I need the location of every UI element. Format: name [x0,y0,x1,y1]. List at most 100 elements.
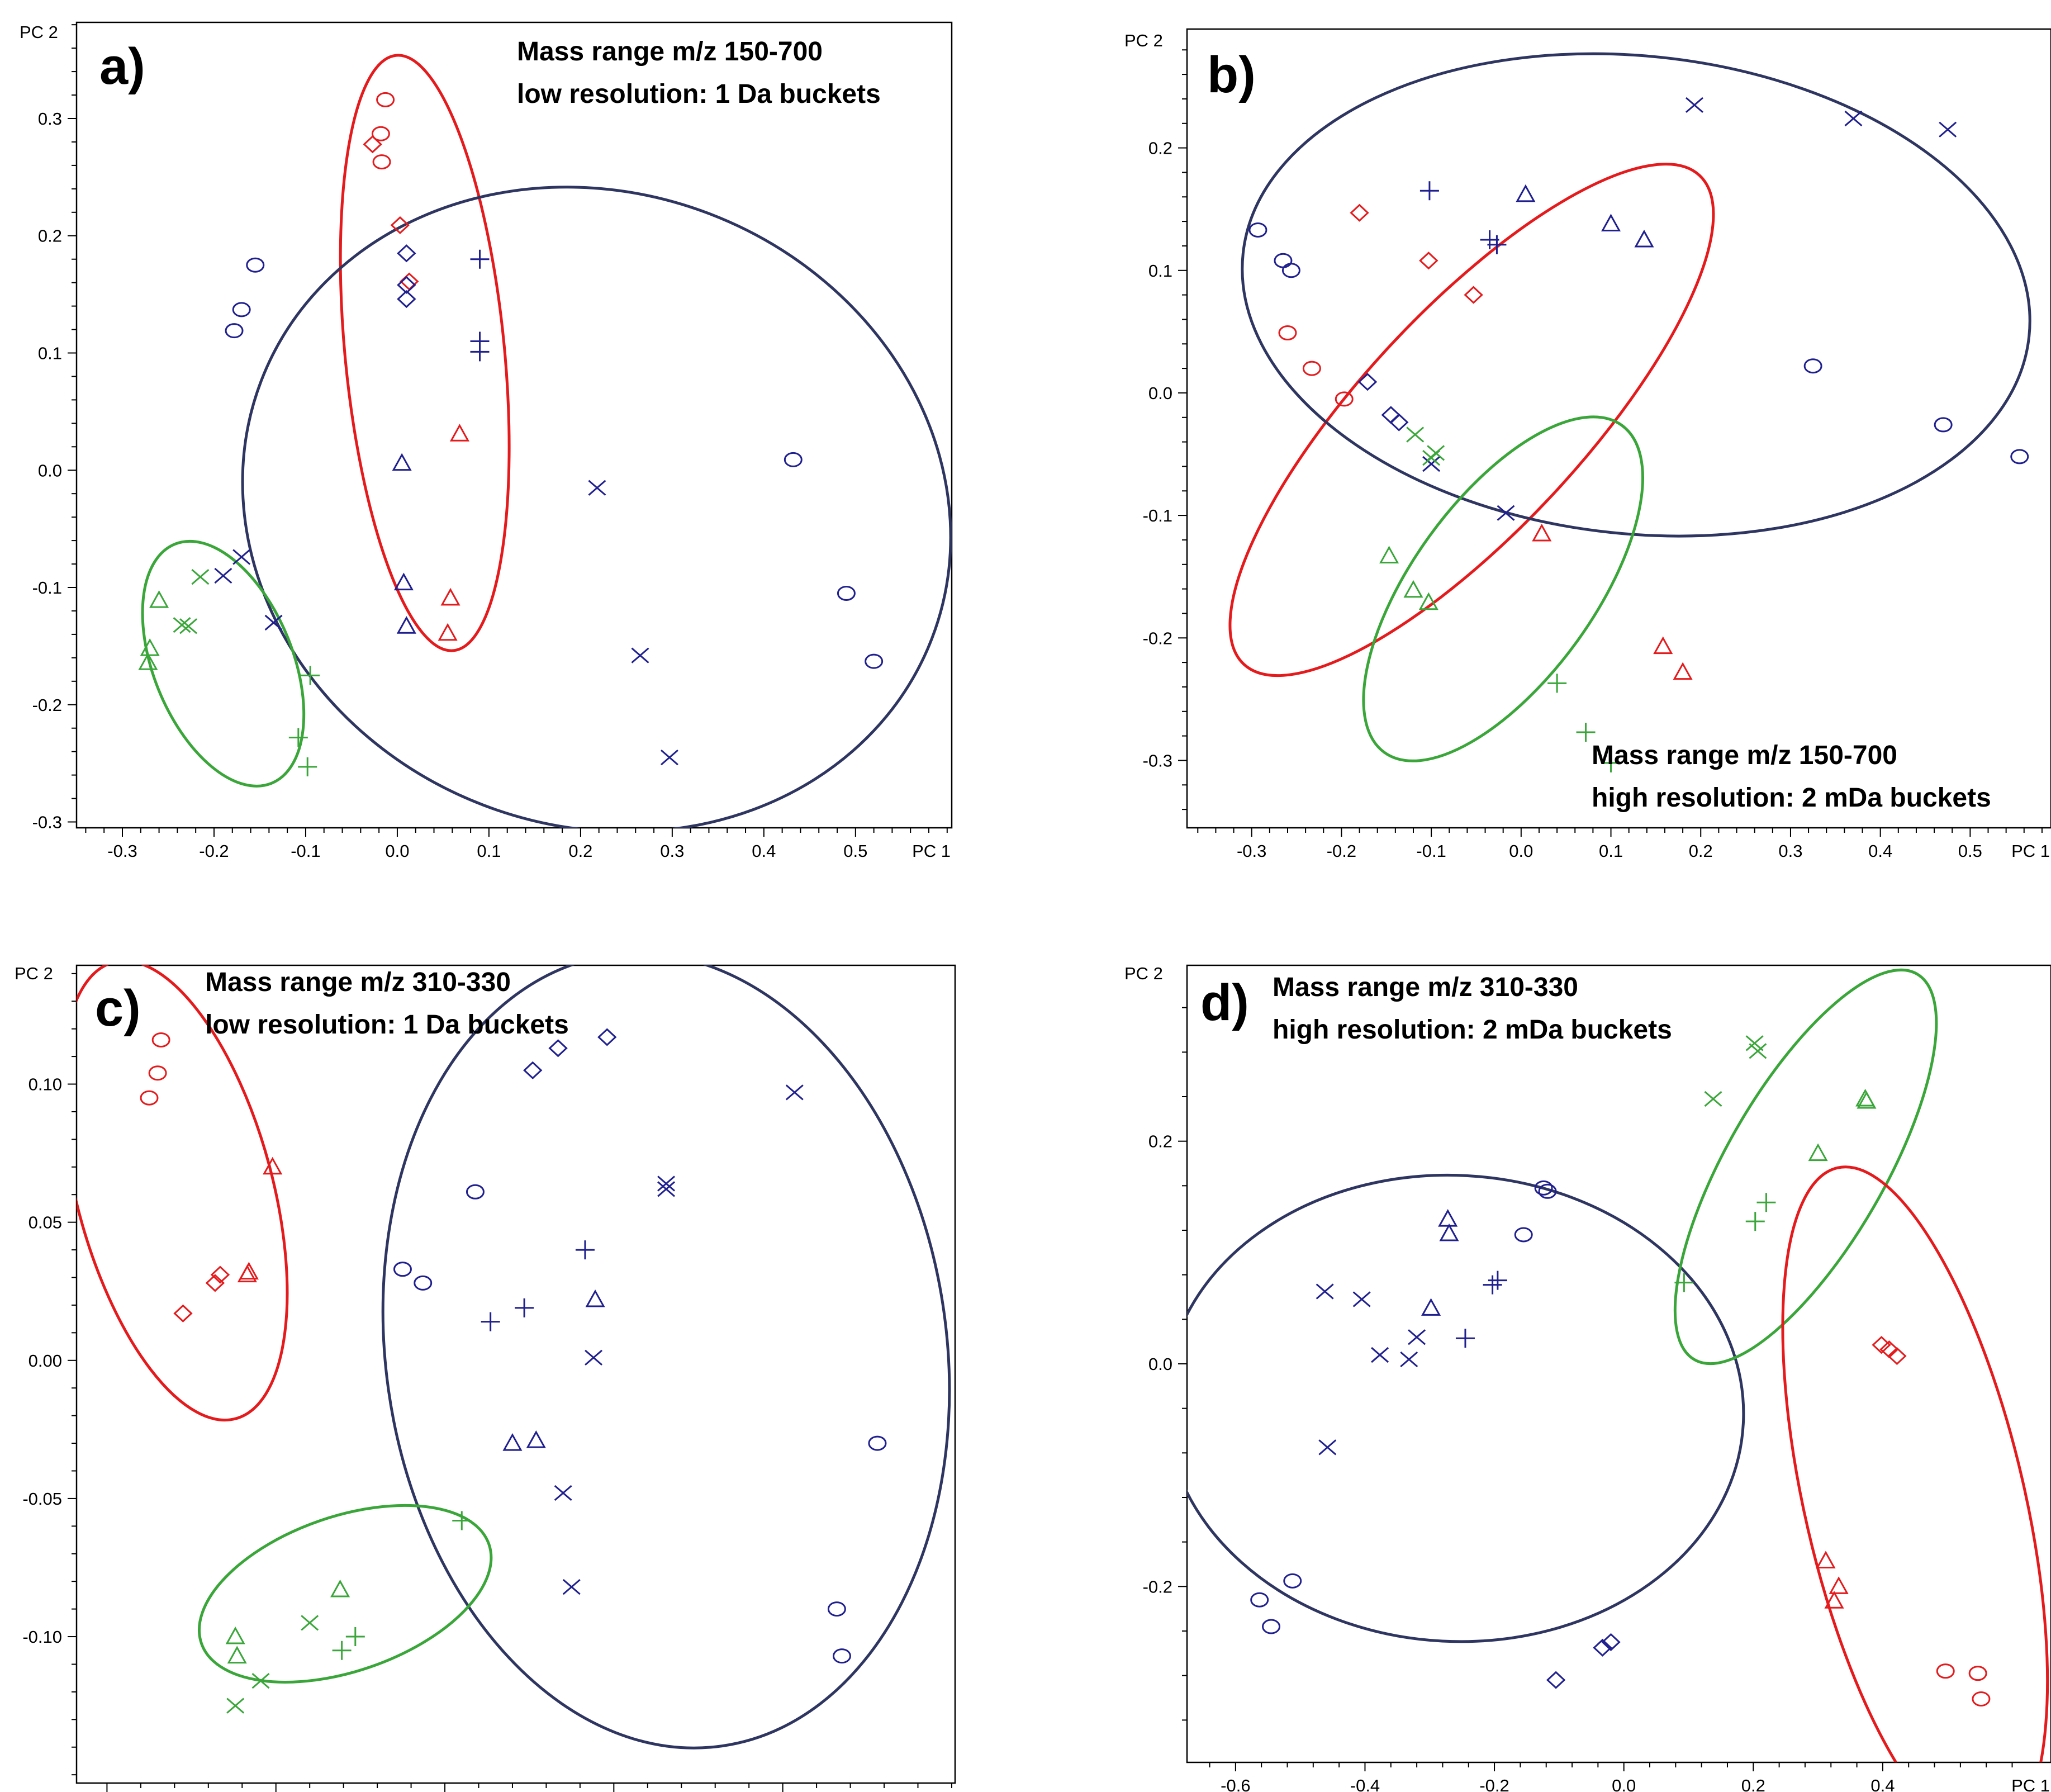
x-tick-label: 0.4 [1868,841,1892,861]
y-tick-label: -0.3 [32,813,62,832]
y-axis-label: PC 2 [20,22,58,42]
y-tick-label: 0.10 [29,1075,62,1094]
x-tick-label: -0.6 [1221,1776,1250,1792]
blue-x-marker [657,1175,676,1192]
data-points [140,1028,887,1714]
blue-triangle-marker [502,1433,523,1451]
blue-circle-marker [832,1648,851,1664]
navy-group-ellipse [1187,1173,1745,1643]
blue-plus-marker [481,1312,500,1331]
annotation-line: Mass range m/z 150-700 [1592,741,1897,770]
blue-circle-marker [1281,263,1300,278]
red-circle-marker [1936,1663,1955,1679]
blue-circle-marker [1514,1227,1533,1243]
red-circle-marker [151,1032,170,1047]
blue-x-marker [562,1578,581,1595]
annotation-line: low resolution: 1 Da buckets [205,1010,569,1040]
red-circle-marker [1278,325,1297,341]
blue-triangle-marker [1516,184,1536,202]
red-diamond-marker [1872,1336,1891,1354]
blue-plus-marker [470,342,490,362]
panel-b: -0.3 -0.2 -0.1 0.0 0.1 0.2 0.3 0.4 0.5 -0.3 -0.2 -0… [1124,28,2051,861]
blue-x-marker [1422,456,1441,472]
green-x-marker [1749,1043,1767,1059]
panel-label: d) [1200,974,1249,1031]
y-tick-label: 0.00 [29,1351,62,1371]
blue-diamond-marker [397,276,416,294]
green-group-ellipse [1362,415,1644,762]
navy-group-ellipse [1241,52,2031,538]
blue-circle-marker [827,1601,846,1617]
red-triangle-marker [1824,1591,1844,1609]
y-axis-label: PC 2 [1124,964,1163,983]
blue-circle-marker [1803,358,1822,374]
blue-diamond-marker [597,1028,617,1046]
green-group-ellipse [197,1504,493,1684]
x-tick-label: -0.1 [1416,841,1446,861]
blue-circle-marker [1534,1180,1553,1196]
green-triangle-marker [140,638,160,656]
red-circle-marker [148,1065,167,1081]
blue-triangle-marker [1438,1209,1458,1227]
blue-circle-marker [865,653,884,669]
y-tick-label: -0.2 [32,695,62,715]
blue-x-marker [660,750,678,766]
green-plus-marker [452,1511,472,1530]
y-tick-label: 0.2 [38,226,62,246]
blue-circle-marker [868,1435,887,1451]
blue-circle-marker [393,1262,412,1277]
blue-x-marker [631,647,649,663]
blue-plus-marker [1419,181,1439,201]
blue-x-marker [1371,1347,1389,1363]
blue-x-marker [657,1181,676,1197]
red-triangle-marker [1816,1551,1836,1569]
x-tick-label: 0.0 [1612,1776,1636,1792]
blue-triangle-marker [396,616,416,634]
green-x-marker [1406,426,1425,443]
x-tick-label: 0.2 [1741,1776,1765,1792]
red-diamond-marker [1887,1347,1907,1366]
green-triangle-marker [1418,592,1438,610]
y-tick-label: -0.1 [32,578,62,598]
red-diamond-marker [1350,203,1369,222]
x-axis-label: PC 1 [912,841,951,861]
x-tick-label: -0.2 [1479,1776,1509,1792]
green-x-marker [1422,449,1441,466]
red-triangle-marker [449,424,469,442]
y-tick-label: -0.1 [1143,506,1172,525]
blue-plus-marker [470,249,490,269]
blue-circle-marker [232,302,251,317]
blue-triangle-marker [1601,214,1621,231]
x-tick-label: 0.3 [1778,841,1802,861]
panel-label: a) [99,38,145,95]
green-x-marker [301,1615,319,1631]
red-circle-marker [372,154,391,170]
x-tick-label: -0.2 [199,841,229,861]
y-axis-label: PC 2 [1124,31,1163,50]
red-triangle-marker [1829,1576,1849,1594]
green-triangle-marker [225,1626,245,1644]
navy-group-ellipse [381,965,951,1750]
panel-d: -0.6 -0.4 -0.2 0.0 0.2 0.4 -0.2 0.0 0.2 PC 1 PC 2 d… [1124,964,2051,1792]
y-tick-label: -0.3 [1143,751,1172,770]
green-triangle-marker [149,590,169,608]
blue-x-marker [588,480,606,496]
x-tick-label: 0.1 [477,841,501,861]
green-plus-marker [1601,753,1621,772]
blue-circle-marker [1262,1619,1281,1634]
y-tick-label: 0.2 [1148,1132,1172,1151]
blue-triangle-marker [1439,1223,1459,1241]
red-triangle-marker [1532,523,1552,542]
red-circle-marker [140,1090,159,1106]
green-triangle-marker [1379,546,1399,563]
panel-label: c) [95,980,141,1037]
blue-circle-marker [784,452,803,467]
red-diamond-marker [363,135,382,154]
blue-circle-marker [1248,222,1267,238]
x-tick-label: 0.4 [1870,1776,1895,1792]
x-tick-label: 0.3 [660,841,684,861]
blue-diamond-marker [1357,373,1378,391]
x-tick-label: 0.0 [385,841,409,861]
blue-diamond-marker [548,1039,568,1058]
